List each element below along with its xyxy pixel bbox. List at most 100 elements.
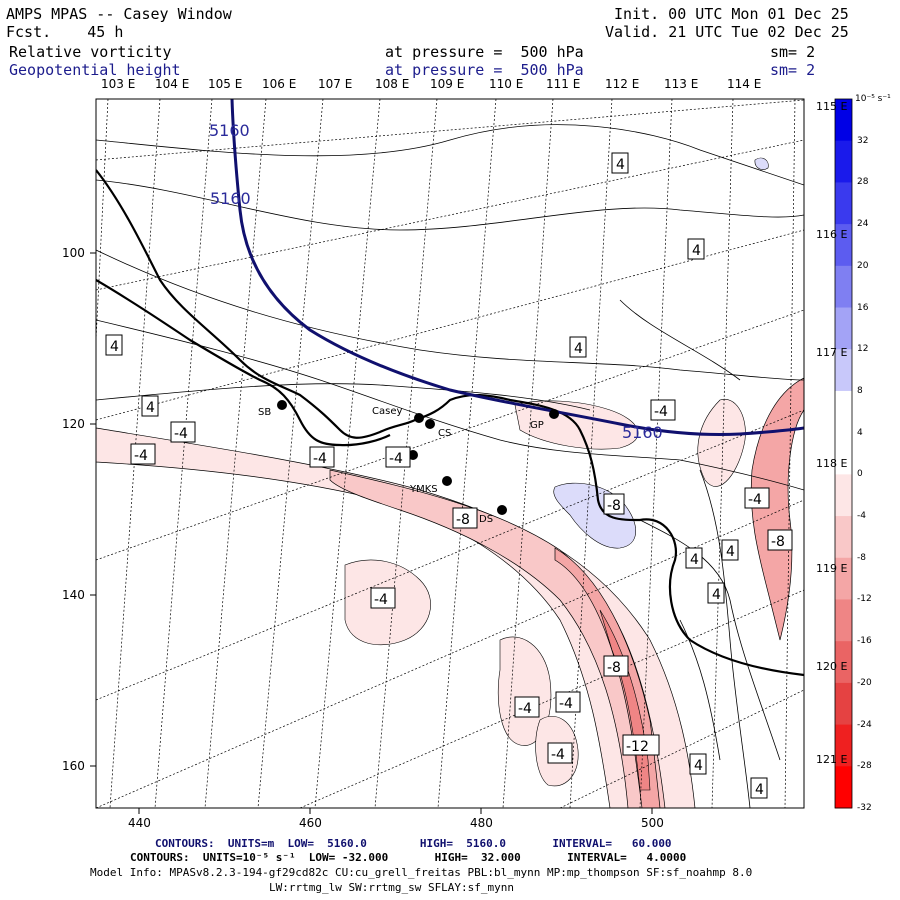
station-label-gp: GP [530,420,544,431]
vorticity-label: 4 [707,582,725,604]
svg-text:-4: -4 [551,747,565,763]
colorbar-segment [835,390,852,434]
svg-text:-4: -4 [174,426,188,442]
lon-label: 105 E [208,77,243,91]
vorticity-label: 4 [721,539,739,561]
vorticity-label-group: 4 4 4 4 4 -4 -4 -4 -4 -4 -8 -8 -8 -4 -4 … [105,152,793,799]
svg-text:-4: -4 [374,592,388,608]
colorbar-level-label: 12 [857,344,869,355]
colorbar-level-label: -32 [857,803,872,813]
lon-label: 107 E [318,77,353,91]
svg-text:4: 4 [146,400,155,416]
lon-label: 109 E [430,77,465,91]
station-ds-marker [497,505,507,515]
vorticity-label: 4 [611,152,629,174]
vorticity-label: 4 [105,334,123,356]
station-label-sb: SB [258,407,271,418]
colorbar-level-label: 0 [857,469,863,480]
lon-right-label: 121 E [816,753,848,766]
station-cs-marker [425,419,435,429]
valid-time: Valid. 21 UTC Tue 02 Dec 25 [605,23,849,41]
station-label-cs: CS [438,428,451,439]
svg-text:4: 4 [712,587,721,603]
vorticity-label: 4 [689,753,707,775]
vorticity-label: -12 [622,734,660,756]
svg-text:4: 4 [616,157,625,173]
colorbar-level-label: -8 [857,552,866,563]
station-casey-marker [414,413,424,423]
lon-label: 112 E [605,77,640,91]
colorbar-level-label: 32 [857,135,869,146]
colorbar-segment [835,224,852,267]
graticule-meridians [96,99,796,808]
field1-smoothing: sm= 2 [770,43,816,61]
station-label-casey: Casey [372,406,402,417]
svg-text:-4: -4 [518,701,532,717]
vorticity-label: -4 [547,742,573,764]
colorbar-segment [835,599,852,642]
lon-label: 103 E [101,77,136,91]
vorticity-label: -4 [370,587,396,609]
colorbar [835,99,852,809]
colorbar-segment [835,307,852,350]
vorticity-shading-neg8 [329,469,666,808]
lon-right-label: 115 E [816,100,848,113]
x-tick-label: 500 [641,816,664,830]
vorticity-label: -4 [309,446,335,468]
colorbar-level-label: 20 [857,260,869,271]
forecast-hour: Fcst. 45 h [6,23,124,41]
vorticity-streak-right-2 [697,398,746,487]
svg-text:-12: -12 [626,739,649,755]
lon-label: 114 E [727,77,762,91]
colorbar-level-label: -4 [857,511,866,522]
colorbar-segment [835,432,852,475]
colorbar-segment [835,516,852,559]
footer-height-contours: CONTOURS: UNITS=m LOW= 5160.0 HIGH= 5160… [155,837,672,850]
field2-name: Geopotential height [9,61,181,79]
svg-text:-4: -4 [559,696,573,712]
y-tick-label: 140 [62,588,85,602]
colorbar-level-label: 8 [857,385,863,396]
vorticity-label: 4 [685,547,703,569]
svg-text:-4: -4 [134,448,148,464]
vorticity-label: -4 [744,487,770,509]
vorticity-contours [96,124,804,808]
svg-text:4: 4 [690,552,699,568]
x-tick-label: 460 [299,816,322,830]
colorbar-level-label: -28 [857,761,872,772]
svg-text:4: 4 [726,544,735,560]
svg-text:-8: -8 [771,534,785,550]
colorbar-segment [835,641,852,684]
lon-label: 110 E [489,77,524,91]
svg-text:-8: -8 [607,660,621,676]
vorticity-label: -4 [130,443,156,465]
colorbar-segment [835,724,852,767]
colorbar-segment [835,474,852,517]
field1-name: Relative vorticity [9,43,172,61]
lon-right-label: 117 E [816,346,848,359]
lon-label: 113 E [664,77,699,91]
vorticity-label: -8 [452,507,478,529]
svg-text:4: 4 [110,339,119,355]
colorbar-level-label: 24 [857,219,869,230]
lon-right-label: 116 E [816,228,848,241]
vorticity-label: -4 [514,696,540,718]
lon-label: 104 E [155,77,190,91]
vorticity-label: 4 [569,336,587,358]
colorbar-segment [835,99,852,142]
footer-physics-info: LW:rrtmg_lw SW:rrtmg_sw SFLAY:sf_mynn [269,881,515,894]
field1-level: at pressure = 500 hPa [385,43,584,61]
colorbar-segment [835,349,852,392]
vorticity-label: -8 [767,529,793,551]
vorticity-label: -4 [385,446,411,468]
vorticity-shading-pos4 [553,482,636,549]
colorbar-level-label: 4 [857,427,863,438]
footer-model-info: Model Info: MPASv8.2.3-194-gf29cd82c CU:… [90,866,753,879]
svg-text:4: 4 [574,341,583,357]
colorbar-level-label: -12 [857,594,872,605]
field2-smoothing: sm= 2 [770,61,816,79]
colorbar-segment [835,265,852,309]
x-tick-label: 480 [470,816,493,830]
vorticity-label: -4 [555,691,581,713]
